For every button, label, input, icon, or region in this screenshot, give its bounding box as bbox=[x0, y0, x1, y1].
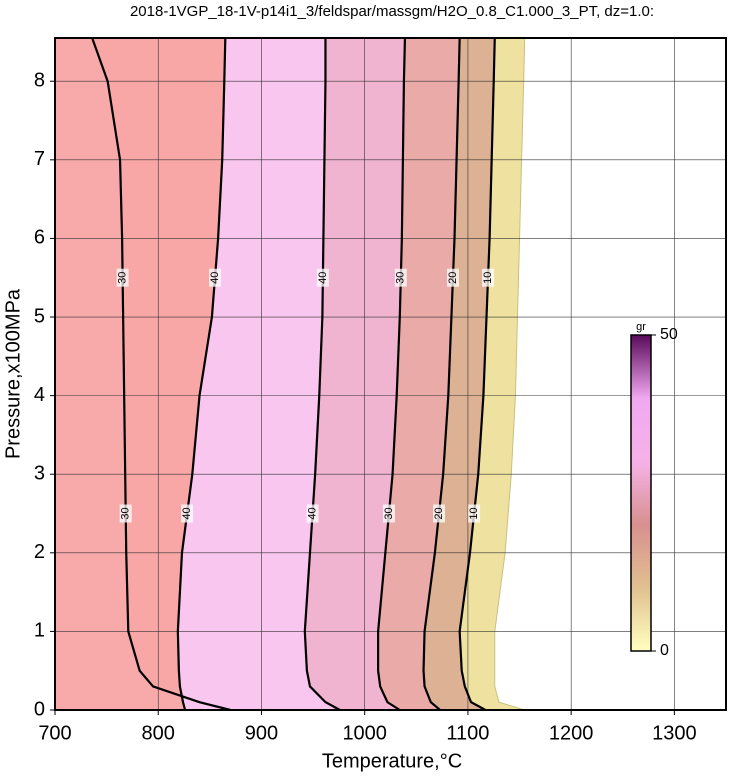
colorbar-label: gr bbox=[636, 321, 646, 333]
contour-label-group: 10 bbox=[482, 268, 495, 287]
contour-label-group: 40 bbox=[316, 268, 329, 287]
x-tick-label: 1000 bbox=[342, 722, 387, 744]
contour-label: 20 bbox=[447, 272, 459, 284]
contour-label-group: 10 bbox=[468, 504, 481, 523]
colorbar-tick-label: 50 bbox=[660, 326, 678, 343]
contour-label-group: 30 bbox=[394, 268, 407, 287]
contour-label-group: 20 bbox=[446, 268, 459, 287]
contour-label-bg bbox=[468, 504, 481, 523]
contour-line bbox=[176, 37, 227, 711]
y-tick-label: 2 bbox=[34, 541, 45, 563]
x-tick-label: 1200 bbox=[549, 722, 594, 744]
contour-label-group: 30 bbox=[119, 504, 132, 523]
contour-label-bg bbox=[181, 504, 194, 523]
y-axis-label: Pressure,x100MPa bbox=[2, 288, 24, 459]
contour-line bbox=[91, 37, 231, 712]
contour-line bbox=[377, 37, 407, 711]
contour-label: 30 bbox=[117, 272, 129, 284]
contour-label: 40 bbox=[306, 507, 318, 519]
contour-label-bg bbox=[119, 504, 132, 523]
contour-label: 30 bbox=[383, 507, 395, 519]
y-tick-label: 6 bbox=[34, 227, 45, 249]
y-tick-label: 1 bbox=[34, 620, 45, 642]
plot-frame bbox=[54, 37, 727, 711]
contour-label-bg bbox=[306, 504, 319, 523]
y-tick-label: 3 bbox=[34, 462, 45, 484]
contour-label-bg bbox=[116, 268, 129, 287]
x-tick-label: 700 bbox=[38, 722, 71, 744]
colorbar bbox=[630, 334, 652, 652]
colorbar-tick-label: 0 bbox=[660, 642, 669, 659]
contour-line bbox=[422, 37, 461, 711]
x-tick-label: 1100 bbox=[446, 722, 489, 744]
contour-label: 30 bbox=[395, 272, 407, 284]
contour-label: 20 bbox=[433, 507, 445, 519]
contour-label-bg bbox=[446, 268, 459, 287]
y-tick-label: 7 bbox=[34, 148, 45, 170]
contour-label: 40 bbox=[317, 272, 329, 284]
chart-title: 2018-1VGP_18-1V-p14i1_3/feldspar/massgm/… bbox=[130, 3, 654, 20]
contour-label-group: 40 bbox=[181, 504, 194, 523]
contour-line bbox=[458, 37, 496, 711]
y-tick-label: 5 bbox=[34, 305, 45, 327]
contour-label-bg bbox=[433, 504, 446, 523]
x-axis-label: Temperature,°C bbox=[322, 750, 462, 772]
contour-label-group: 30 bbox=[382, 504, 395, 523]
contour-line bbox=[303, 38, 341, 711]
contour-label-group: 40 bbox=[209, 268, 222, 287]
contour-label: 10 bbox=[482, 272, 494, 284]
x-tick-label: 800 bbox=[142, 722, 175, 744]
contour-label-bg bbox=[382, 504, 395, 523]
contour-label-group: 20 bbox=[433, 504, 446, 523]
contour-label-bg bbox=[316, 268, 329, 287]
y-tick-label: 8 bbox=[34, 70, 45, 92]
x-tick-label: 1300 bbox=[652, 722, 697, 744]
y-tick-label: 4 bbox=[34, 384, 45, 406]
contour-label-bg bbox=[209, 268, 222, 287]
contour-label-group: 40 bbox=[306, 504, 319, 523]
contour-label: 40 bbox=[181, 507, 193, 519]
contour-label: 40 bbox=[209, 272, 221, 284]
contour-label-bg bbox=[394, 268, 407, 287]
x-tick-label: 900 bbox=[245, 722, 278, 744]
y-tick-label: 0 bbox=[34, 698, 45, 720]
contour-label: 30 bbox=[120, 507, 132, 519]
contour-label-bg bbox=[482, 268, 495, 287]
contour-label-group: 30 bbox=[116, 268, 129, 287]
contour-label: 10 bbox=[468, 507, 480, 519]
